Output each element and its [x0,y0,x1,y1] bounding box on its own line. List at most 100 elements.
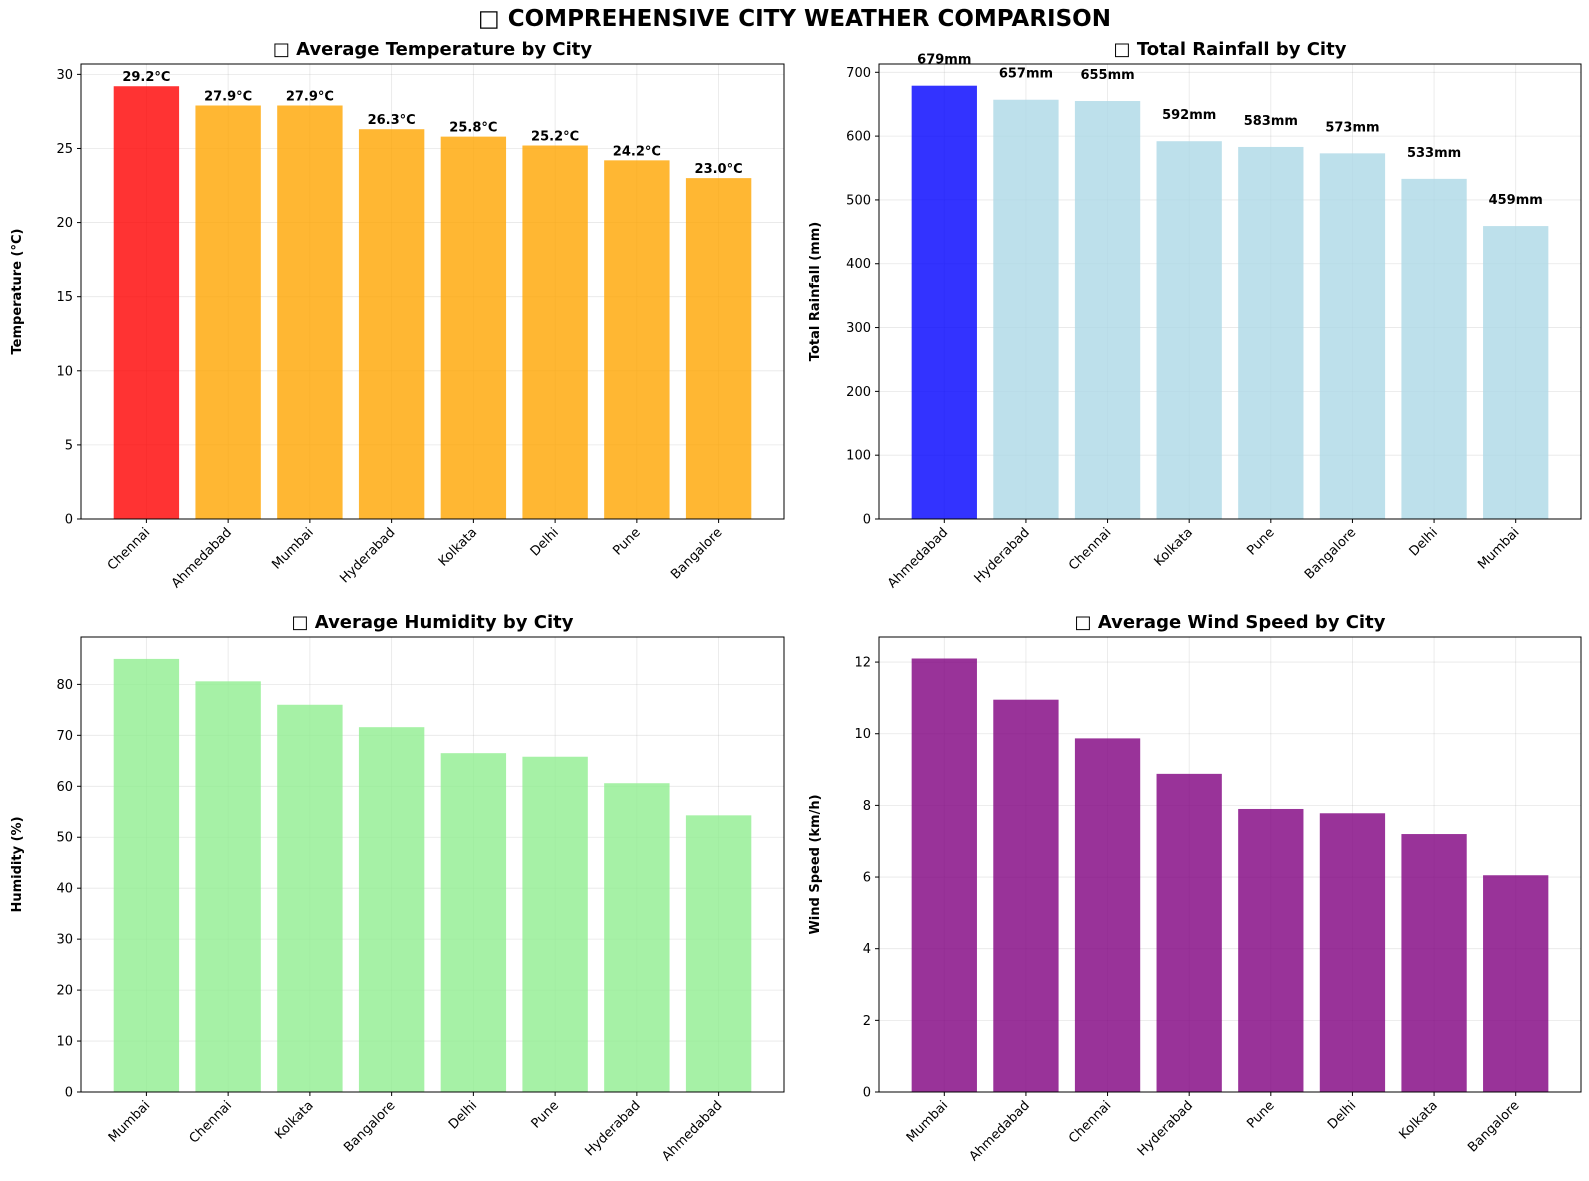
data-label: 583mm [1244,114,1298,129]
y-tick-label: 600 [846,130,871,145]
y-tick-label: 70 [56,729,73,744]
bar-delhi [522,145,588,520]
bar-delhi [1319,813,1386,1092]
bar-ahmedabad [993,699,1059,1092]
y-axis-label: Humidity (%) [10,816,25,912]
chart-panel-1: 29.2°C 27.9°C 27.9°C 26.3°C 25.8°C 25.2°C 24.2… [10,39,785,591]
bar-ahmedabad [911,85,977,519]
y-tick-label: 5 [65,438,73,453]
bar-kolkata [1156,141,1222,519]
x-tick-label: Pune [1244,525,1277,558]
data-label: 25.8°C [449,121,497,136]
y-tick-label: 25 [56,142,73,157]
x-tick-label: Bangalore [1465,1098,1522,1155]
x-tick-label: Pune [1244,1098,1277,1131]
y-tick-label: 8 [863,799,871,814]
bar-kolkata [440,136,507,520]
y-tick-label: 10 [56,1035,73,1050]
y-tick-label: 0 [65,513,73,528]
y-tick-label: 0 [863,1086,871,1101]
x-tick-label: Chennai [187,1098,235,1146]
y-tick-label: 400 [846,257,871,272]
x-tick-label: Chennai [1066,1098,1114,1146]
axes-frame [80,63,785,520]
x-tick-label: Chennai [1066,525,1114,573]
bar-pune [522,756,588,1092]
bar-delhi [440,753,507,1092]
data-label: 27.9°C [286,89,334,104]
y-tick-label: 2 [863,1014,871,1029]
y-tick-label: 4 [863,942,871,957]
bar-hyderabad [993,99,1059,519]
y-tick-label: 15 [56,290,73,305]
x-tick-label: Delhi [1325,1098,1359,1132]
x-tick-label: Hyderabad [337,525,398,586]
y-tick-label: 10 [56,364,73,379]
bar-mumbai [911,658,977,1092]
y-tick-label: 30 [56,933,73,948]
y-tick-label: 60 [56,780,73,795]
y-tick-label: 20 [56,984,73,999]
data-label: 655mm [1080,68,1134,83]
bar-chennai [1074,738,1141,1092]
x-tick-label: Ahmedabad [169,525,235,591]
bar-chennai [113,86,180,520]
bar-mumbai [113,658,180,1092]
data-label: 592mm [1162,108,1216,123]
x-tick-label: Pune [529,1098,562,1131]
y-tick-label: 200 [846,385,871,400]
x-tick-label: Hyderabad [583,1098,644,1159]
x-tick-label: Kolkata [1152,525,1196,569]
bar-chennai [195,681,261,1092]
x-tick-label: Delhi [1407,525,1441,559]
chart-panel-3: 0 10 20 30 40 50 60 70 80 Mumbai Chennai Kolkata Ban… [10,612,785,1164]
y-tick-label: 30 [56,68,73,83]
y-tick-label: 500 [846,193,871,208]
bar-mumbai [1483,226,1549,519]
x-tick-label: Kolkata [272,1098,316,1142]
data-label: 679mm [917,53,971,68]
bar-ahmedabad [195,105,261,519]
x-tick-label: Bangalore [1302,525,1359,582]
y-tick-label: 20 [56,216,73,231]
chart-title: □ Total Rainfall by City [1114,39,1347,60]
y-axis-label: Total Rainfall (mm) [808,222,823,361]
chart-title: □ Average Wind Speed by City [1075,612,1386,633]
bar-bangalore [1319,153,1386,519]
axes-frame [878,63,1582,520]
y-tick-label: 80 [56,678,73,693]
y-tick-label: 12 [854,656,871,671]
bar-bangalore [685,178,752,519]
data-label: 25.2°C [531,130,579,145]
x-tick-label: Hyderabad [1135,1098,1196,1159]
x-tick-label: Mumbai [1475,525,1522,572]
y-tick-label: 50 [56,831,73,846]
y-tick-label: 700 [846,66,871,81]
bar-pune [604,160,670,519]
x-tick-label: Pune [610,525,643,558]
bar-kolkata [1401,834,1467,1092]
bar-mumbai [277,105,343,519]
bar-kolkata [277,704,343,1092]
axes-frame [80,636,785,1093]
bar-bangalore [358,727,425,1092]
bar-chennai [1074,101,1141,519]
chart-title: □ Average Humidity by City [292,612,574,633]
bar-delhi [1401,178,1467,519]
data-label: 23.0°C [695,162,743,177]
y-tick-label: 40 [56,882,73,897]
y-tick-label: 10 [854,727,871,742]
x-tick-label: Mumbai [904,1098,951,1145]
chart-panel-2: 679mm 657mm 655mm 592mm 583mm 573mm 533mm 459mm… [808,39,1582,591]
data-label: 459mm [1489,193,1543,208]
x-tick-label: Chennai [105,525,153,573]
y-tick-label: 0 [863,513,871,528]
x-tick-label: Ahmedabad [659,1098,725,1164]
x-tick-label: Bangalore [341,1098,398,1155]
x-tick-label: Mumbai [106,1098,153,1145]
y-tick-label: 0 [65,1086,73,1101]
y-tick-label: 300 [846,321,871,336]
bar-bangalore [1483,875,1549,1092]
y-tick-label: 6 [863,871,871,886]
bar-hyderabad [1156,773,1222,1092]
